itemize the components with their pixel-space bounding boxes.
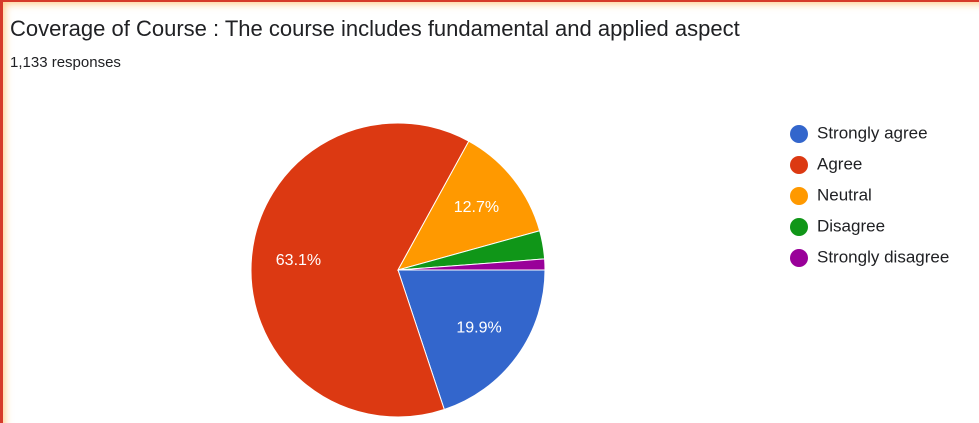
legend-label: Strongly disagree: [817, 247, 949, 266]
legend-marker: [790, 187, 808, 205]
pie-slice: [397, 258, 546, 271]
legend-marker: [790, 249, 808, 267]
legend-marker: [790, 218, 808, 236]
slice-label: 63.1%: [276, 252, 321, 269]
pie-slice: [397, 269, 546, 411]
legend-label: Strongly agree: [817, 123, 928, 142]
chart-title: Coverage of Course : The course includes…: [10, 16, 740, 41]
legend-label: Neutral: [817, 185, 872, 204]
legend-label: Disagree: [817, 216, 885, 235]
pie-slice: [250, 122, 470, 418]
slice-label: 19.9%: [456, 320, 501, 337]
legend-label: Agree: [817, 154, 862, 173]
pie-slice: [396, 140, 541, 271]
slice-label: 12.7%: [454, 199, 499, 216]
response-count: 1,133 responses: [10, 54, 121, 71]
legend-marker: [790, 125, 808, 143]
legend-marker: [790, 156, 808, 174]
